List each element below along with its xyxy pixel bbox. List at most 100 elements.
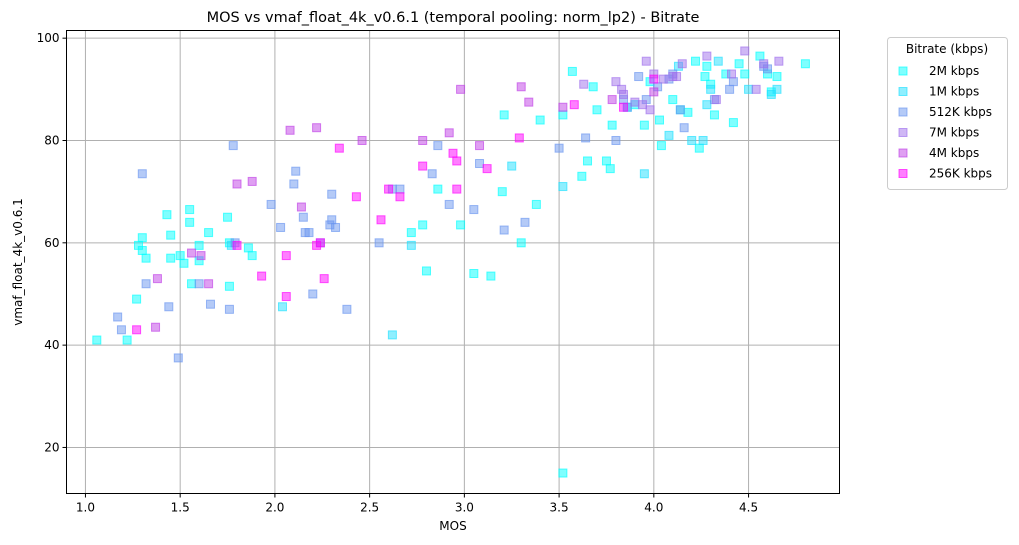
- data-point: [649, 87, 659, 97]
- data-point: [683, 107, 693, 117]
- data-point: [395, 184, 405, 194]
- x-tick-label: 1.5: [171, 501, 190, 515]
- data-point: [482, 164, 492, 174]
- data-point: [406, 240, 416, 250]
- x-axis-ticks: 1.0 1.5 2.0 2.5 3.0 3.5 4.0 4.5: [76, 493, 758, 515]
- data-point: [113, 312, 123, 322]
- data-point: [744, 84, 754, 94]
- data-point: [725, 84, 735, 94]
- data-point: [376, 215, 386, 225]
- legend-marker: [898, 107, 908, 117]
- data-point: [444, 128, 454, 138]
- x-tick-label: 2.5: [360, 501, 379, 515]
- data-point: [668, 95, 678, 105]
- data-point: [567, 66, 577, 76]
- data-point: [611, 135, 621, 145]
- data-point: [179, 258, 189, 268]
- x-tick-label: 2.0: [265, 501, 284, 515]
- data-point: [728, 77, 738, 87]
- data-point: [141, 279, 151, 289]
- data-point: [296, 202, 306, 212]
- data-point: [277, 302, 287, 312]
- series-4: [151, 82, 659, 332]
- data-point: [223, 212, 233, 222]
- data-point: [308, 289, 318, 299]
- data-point: [711, 95, 721, 105]
- data-point: [281, 251, 291, 261]
- series-3: [579, 46, 784, 115]
- data-point: [456, 84, 466, 94]
- data-point: [232, 240, 242, 250]
- data-point: [137, 245, 147, 255]
- data-point: [649, 74, 659, 84]
- data-point: [224, 281, 234, 291]
- data-point: [185, 205, 195, 215]
- data-point: [759, 59, 769, 69]
- data-point: [204, 228, 214, 238]
- data-point: [327, 215, 337, 225]
- data-point: [298, 212, 308, 222]
- data-point: [677, 59, 687, 69]
- data-point: [499, 110, 509, 120]
- legend-entry: 256K kbps: [929, 167, 992, 181]
- data-point: [607, 120, 617, 130]
- data-point: [524, 97, 534, 107]
- data-point: [152, 274, 162, 284]
- legend-entry: 4M kbps: [929, 146, 979, 160]
- data-point: [452, 156, 462, 166]
- data-point: [774, 56, 784, 66]
- data-point: [194, 279, 204, 289]
- data-point: [444, 199, 454, 209]
- y-tick-label: 40: [44, 338, 59, 352]
- data-point: [702, 100, 712, 110]
- data-point: [166, 253, 176, 263]
- data-point: [173, 353, 183, 363]
- data-point: [639, 169, 649, 179]
- data-point: [687, 135, 697, 145]
- series-5: [132, 74, 659, 335]
- data-point: [92, 335, 102, 345]
- legend-entry: 7M kbps: [929, 126, 979, 140]
- data-point: [800, 59, 810, 69]
- data-point: [581, 133, 591, 143]
- x-axis-label: MOS: [439, 519, 466, 533]
- data-point: [204, 279, 214, 289]
- data-point: [395, 192, 405, 202]
- data-point: [247, 176, 257, 186]
- y-axis-label: vmaf_float_4k_v0.6.1: [11, 198, 25, 326]
- data-point: [175, 251, 185, 261]
- data-point: [469, 205, 479, 215]
- data-point: [276, 222, 286, 232]
- legend: Bitrate (kbps) 2M kbps 1M kbps 512K kbps 7M…: [887, 37, 1008, 190]
- data-point: [645, 105, 655, 115]
- data-point: [433, 184, 443, 194]
- data-point: [679, 123, 689, 133]
- data-point: [406, 228, 416, 238]
- data-point: [351, 192, 361, 202]
- data-points: [92, 46, 810, 478]
- legend-marker: [898, 66, 908, 76]
- legend-marker: [898, 128, 908, 137]
- data-point: [187, 279, 197, 289]
- data-point: [592, 105, 602, 115]
- data-point: [734, 59, 744, 69]
- data-point: [766, 89, 776, 99]
- data-point: [706, 84, 716, 94]
- data-point: [132, 325, 142, 335]
- data-point: [728, 118, 738, 128]
- data-point: [772, 84, 782, 94]
- data-point: [281, 292, 291, 302]
- legend-box: [887, 37, 1008, 190]
- x-tick-label: 1.0: [76, 501, 95, 515]
- y-axis-ticks: 20 40 60 80 100: [37, 31, 67, 454]
- data-point: [569, 100, 579, 110]
- y-tick-label: 80: [44, 133, 59, 147]
- data-point: [656, 141, 666, 151]
- data-point: [691, 56, 701, 66]
- data-point: [137, 233, 147, 243]
- data-point: [185, 217, 195, 227]
- data-point: [315, 238, 325, 248]
- y-tick-label: 60: [44, 236, 59, 250]
- data-point: [427, 169, 437, 179]
